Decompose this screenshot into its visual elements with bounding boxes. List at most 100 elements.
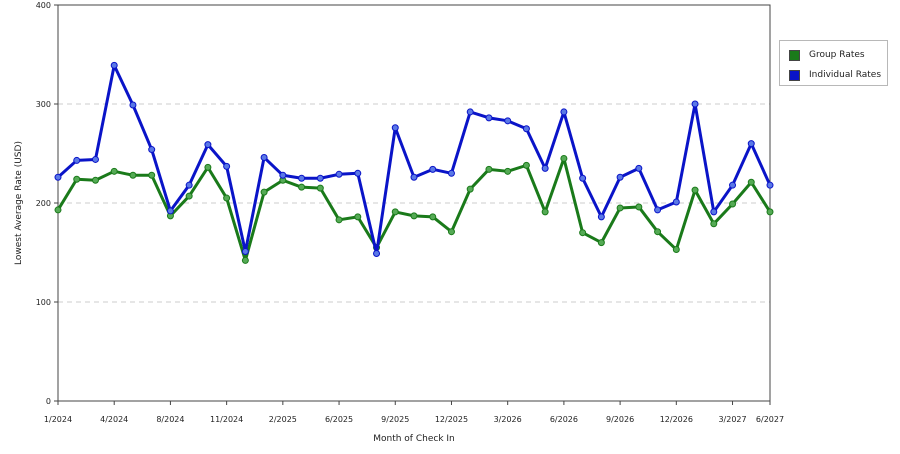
- data-point-individual: [447, 169, 455, 177]
- data-point-individual: [522, 125, 530, 133]
- data-point-individual: [579, 174, 587, 182]
- x-tick-label: 6/2025: [325, 415, 353, 424]
- data-point-group: [316, 184, 324, 192]
- x-tick-label: 3/2027: [718, 415, 746, 424]
- data-point-group: [466, 185, 474, 193]
- x-axis-ticks: 1/2024 4/2024 8/2024 11/2024 2/2025 6/2025 9/2…: [44, 401, 784, 424]
- x-tick-label: 12/2025: [435, 415, 468, 424]
- data-point-group: [504, 167, 512, 175]
- data-point-individual: [148, 146, 156, 154]
- data-point-group: [766, 208, 774, 216]
- data-point-individual: [279, 171, 287, 179]
- data-point-group: [204, 163, 212, 171]
- data-point-group: [73, 175, 81, 183]
- x-tick-label: 2/2025: [269, 415, 297, 424]
- data-point-group: [672, 246, 680, 254]
- data-point-group: [522, 161, 530, 169]
- data-point-group: [447, 228, 455, 236]
- data-point-individual: [129, 101, 137, 109]
- data-point-individual: [597, 213, 605, 221]
- data-point-individual: [298, 174, 306, 182]
- data-point-individual: [110, 61, 118, 69]
- data-point-individual: [54, 173, 62, 181]
- data-point-group: [185, 192, 193, 200]
- data-point-individual: [316, 174, 324, 182]
- data-point-group: [691, 186, 699, 194]
- x-tick-label: 1/2024: [44, 415, 72, 424]
- data-point-group: [429, 213, 437, 221]
- data-point-group: [410, 212, 418, 220]
- data-point-individual: [766, 181, 774, 189]
- data-point-group: [91, 176, 99, 184]
- series-group: [54, 154, 774, 264]
- y-axis-ticks: 0 100 200 300 400: [36, 1, 58, 406]
- data-point-individual: [691, 100, 699, 108]
- data-point-individual: [560, 108, 568, 116]
- x-tick-label: 6/2027: [756, 415, 784, 424]
- x-tick-label: 9/2025: [381, 415, 409, 424]
- legend-label-group: Group Rates: [809, 50, 865, 60]
- legend-swatch-group: [789, 49, 800, 61]
- legend-swatch-individual: [789, 69, 800, 81]
- data-point-group: [654, 228, 662, 236]
- y-tick-label: 200: [36, 199, 51, 208]
- data-point-group: [241, 256, 249, 264]
- x-tick-label: 9/2026: [606, 415, 634, 424]
- x-tick-label: 8/2024: [156, 415, 184, 424]
- series-individual: [54, 61, 774, 257]
- data-point-individual: [335, 170, 343, 178]
- data-point-group: [260, 188, 268, 196]
- data-point-group: [223, 194, 231, 202]
- data-point-individual: [429, 165, 437, 173]
- data-point-group: [335, 216, 343, 224]
- legend-item-individual-rates: Individual Rates: [789, 68, 881, 82]
- y-tick-label: 0: [46, 397, 51, 406]
- x-tick-label: 11/2024: [210, 415, 243, 424]
- data-point-group: [560, 154, 568, 162]
- data-point-group: [710, 220, 718, 228]
- data-point-individual: [616, 173, 624, 181]
- data-point-group: [747, 178, 755, 186]
- data-point-group: [485, 165, 493, 173]
- data-point-individual: [241, 248, 249, 256]
- data-point-individual: [354, 169, 362, 177]
- x-axis-label: Month of Check In: [373, 434, 455, 444]
- data-point-individual: [410, 173, 418, 181]
- data-point-individual: [485, 114, 493, 122]
- data-point-individual: [729, 181, 737, 189]
- y-tick-label: 300: [36, 100, 51, 109]
- series-line-individual: [56, 63, 772, 255]
- data-point-group: [110, 167, 118, 175]
- legend-label-individual: Individual Rates: [809, 70, 882, 80]
- data-point-individual: [635, 164, 643, 172]
- data-point-individual: [747, 140, 755, 148]
- data-point-group: [616, 204, 624, 212]
- y-tick-label: 400: [36, 1, 51, 10]
- data-point-group: [541, 208, 549, 216]
- data-point-individual: [166, 207, 174, 215]
- data-point-group: [579, 229, 587, 237]
- x-tick-label: 4/2024: [100, 415, 128, 424]
- data-point-group: [148, 171, 156, 179]
- data-point-group: [729, 200, 737, 208]
- data-point-individual: [204, 141, 212, 149]
- x-tick-label: 6/2026: [550, 415, 578, 424]
- data-point-individual: [373, 249, 381, 257]
- data-point-group: [129, 171, 137, 179]
- data-point-individual: [73, 156, 81, 164]
- data-point-individual: [541, 164, 549, 172]
- data-point-group: [354, 213, 362, 221]
- x-tick-label: 3/2026: [494, 415, 522, 424]
- data-point-group: [597, 239, 605, 247]
- data-point-individual: [185, 181, 193, 189]
- data-point-group: [391, 208, 399, 216]
- data-point-individual: [672, 198, 680, 206]
- data-point-individual: [654, 206, 662, 214]
- data-point-individual: [504, 117, 512, 125]
- data-point-group: [635, 203, 643, 211]
- legend: Group Rates Individual Rates: [779, 40, 888, 86]
- data-point-group: [54, 206, 62, 214]
- data-point-individual: [91, 155, 99, 163]
